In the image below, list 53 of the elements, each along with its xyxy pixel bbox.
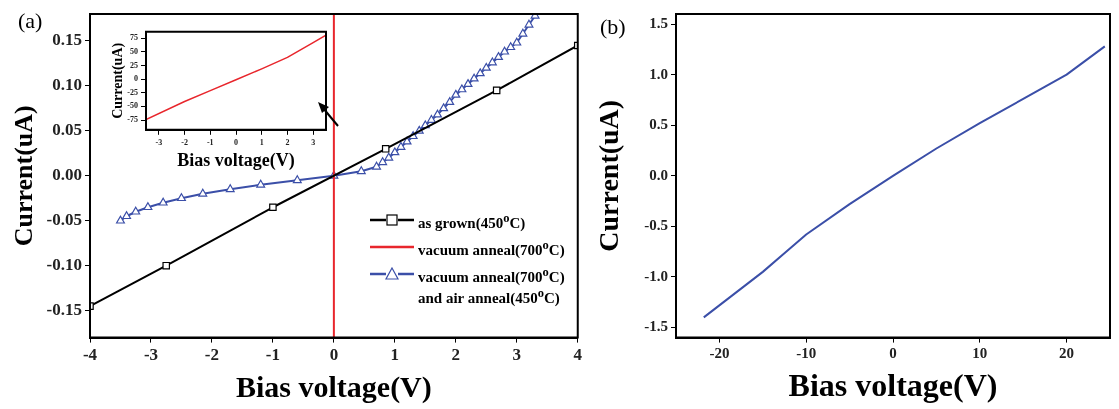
- y-tick-label: 0.15: [52, 30, 82, 50]
- y-tick-label: 25: [130, 60, 138, 70]
- chart-title: (b): [600, 14, 626, 40]
- y-tick-label: -0.10: [46, 255, 82, 275]
- x-tick-label: 20: [1059, 345, 1075, 362]
- x-tick-label: -20: [709, 345, 730, 362]
- x-tick-label: 1: [259, 137, 264, 147]
- legend-label: vacuum anneal(700$^{o}$C) and air anneal(450$^{o}$C): [418, 265, 566, 307]
- x-tick-label: -2: [181, 137, 188, 147]
- x-tick-label: -3: [155, 137, 163, 147]
- y-tick-label: -0.5: [644, 217, 668, 234]
- x-axis-title: Bias voltage(V): [177, 149, 295, 171]
- y-tick-label: 0.00: [52, 165, 82, 185]
- x-axis-title: Bias voltage(V): [788, 367, 998, 404]
- y-tick-label: -1.5: [644, 318, 668, 335]
- y-tick-label: 0: [134, 74, 138, 84]
- legend-label: as grown(450$^{o}$C): [418, 211, 527, 232]
- x-tick-label: 1: [390, 345, 400, 365]
- x-tick-label: 0: [889, 345, 897, 362]
- legend-label: vacuum anneal(700$^{o}$C): [418, 238, 566, 259]
- y-tick-label: 0.5: [649, 116, 668, 133]
- y-tick-label: 1.5: [649, 14, 668, 31]
- x-tick-label: 10: [972, 345, 988, 362]
- x-tick-label: -3: [143, 345, 159, 365]
- y-tick-label: 1.0: [649, 65, 668, 82]
- y-tick-label: 0.10: [52, 75, 82, 95]
- y-tick-label: 75: [130, 33, 138, 43]
- x-tick-label: -1: [206, 137, 214, 147]
- y-tick-label: -50: [127, 101, 138, 111]
- y-axis-title: Current(uA): [593, 99, 625, 252]
- x-tick-label: 3: [512, 345, 522, 365]
- y-tick-label: -0.05: [46, 210, 82, 230]
- x-tick-label: -1: [265, 345, 280, 365]
- x-tick-label: 4: [573, 345, 583, 365]
- x-tick-label: 2: [451, 345, 461, 365]
- y-tick-label: -25: [127, 87, 138, 97]
- x-tick-label: 2: [285, 137, 290, 147]
- chart-title: (a): [18, 8, 43, 34]
- y-tick-label: -0.15: [46, 300, 82, 320]
- x-axis-title: Bias voltage(V): [235, 369, 432, 404]
- x-tick-label: 0: [329, 345, 339, 365]
- y-axis-title: Current(uA): [9, 105, 39, 247]
- x-tick-label: 3: [311, 137, 316, 147]
- x-tick-label: 0: [234, 137, 238, 147]
- y-tick-label: 50: [130, 47, 138, 57]
- y-tick-label: -75: [127, 115, 138, 125]
- y-tick-label: -1.0: [644, 267, 668, 284]
- y-axis-title: Current(uA): [110, 42, 127, 119]
- x-tick-label: -2: [204, 345, 220, 365]
- x-tick-label: -10: [796, 345, 817, 362]
- x-tick-label: -4: [82, 345, 98, 365]
- y-tick-label: 0.05: [52, 120, 82, 140]
- y-tick-label: 0.0: [649, 166, 668, 183]
